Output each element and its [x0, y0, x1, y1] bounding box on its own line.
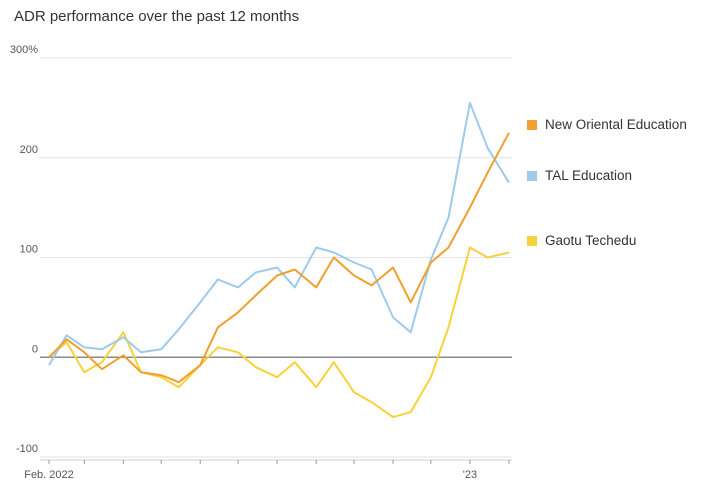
- series-line-gaotu-techedu: [48, 246, 510, 419]
- gridlines: [40, 57, 512, 458]
- series-lines: [48, 101, 510, 419]
- legend-label: Gaotu Techedu: [545, 233, 637, 248]
- legend-label: TAL Education: [545, 168, 633, 183]
- x-tick-label: Feb. 2022: [24, 469, 74, 481]
- y-tick-label: 0: [32, 343, 38, 355]
- series-line-new-oriental-education: [48, 132, 510, 384]
- legend-swatch: [527, 235, 537, 246]
- x-tick-label: '23: [463, 469, 477, 481]
- legend-item: TAL Education: [527, 168, 632, 183]
- y-tick-label: 200: [20, 144, 38, 156]
- legend-swatch: [527, 170, 537, 181]
- legend-label: New Oriental Education: [545, 117, 687, 132]
- legend-item: New Oriental Education: [527, 117, 687, 132]
- y-axis-tick-labels: 300% 200 100 0 -100: [10, 44, 38, 455]
- y-tick-label: 100: [20, 244, 38, 256]
- y-tick-label: 300%: [10, 44, 38, 56]
- legend-item: Gaotu Techedu: [527, 233, 636, 248]
- series-line-tal-education: [48, 101, 510, 366]
- x-axis-ticks: Feb. 2022 '23: [24, 459, 512, 481]
- y-tick-label: -100: [16, 443, 38, 455]
- chart-title: ADR performance over the past 12 months: [14, 8, 300, 25]
- legend-swatch: [527, 119, 537, 130]
